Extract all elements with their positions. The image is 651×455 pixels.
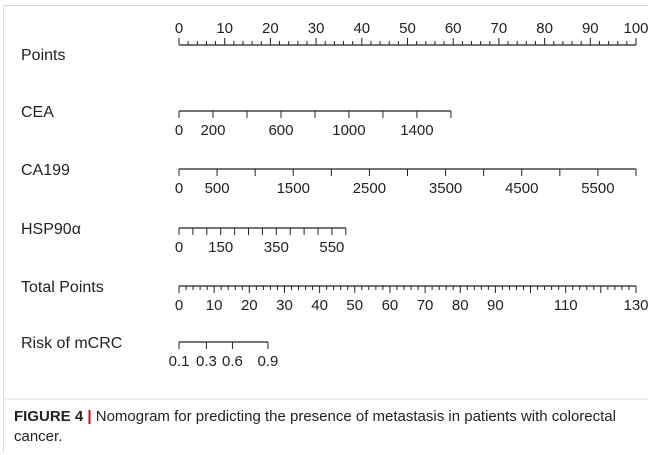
axis-name-hsp90: HSP90α	[21, 221, 81, 238]
tick-label-points: 20	[262, 20, 279, 37]
tick-label-ca199: 5500	[581, 180, 614, 197]
tick-label-hsp90: 350	[264, 239, 289, 256]
figure-frame	[3, 5, 648, 453]
tick-label-risk-of-mcrc: 0.9	[258, 353, 279, 370]
tick-label-hsp90: 550	[319, 239, 344, 256]
axis-name-ca199: CA199	[21, 162, 70, 179]
tick-label-risk-of-mcrc: 0.1	[169, 353, 190, 370]
tick-label-points: 70	[491, 20, 508, 37]
axis-name-risk-of-mcrc: Risk of mCRC	[21, 335, 122, 352]
tick-label-points: 40	[353, 20, 370, 37]
tick-label-risk-of-mcrc: 0.3	[196, 353, 217, 370]
tick-label-total-points: 90	[487, 297, 504, 314]
figure-caption: FIGURE 4 | Nomogram for predicting the p…	[14, 407, 634, 447]
tick-label-total-points: 50	[346, 297, 363, 314]
tick-label-ca199: 0	[175, 180, 183, 197]
tick-label-ca199: 4500	[505, 180, 538, 197]
tick-label-points: 0	[175, 20, 183, 37]
tick-label-cea: 0	[175, 122, 183, 139]
tick-label-total-points: 80	[452, 297, 469, 314]
axis-name-total-points: Total Points	[21, 279, 104, 296]
tick-label-total-points: 10	[206, 297, 223, 314]
tick-label-total-points: 110	[554, 297, 578, 314]
tick-label-total-points: 30	[276, 297, 293, 314]
tick-label-points: 30	[308, 20, 325, 37]
caption-text: Nomogram for predicting the presence of …	[14, 408, 616, 445]
tick-label-points: 90	[582, 20, 599, 37]
tick-label-ca199: 3500	[429, 180, 462, 197]
tick-label-points: 10	[216, 20, 233, 37]
tick-label-total-points: 20	[241, 297, 258, 314]
tick-label-cea: 200	[200, 122, 225, 139]
tick-label-hsp90: 150	[208, 239, 233, 256]
axis-name-points: Points	[21, 47, 65, 64]
tick-label-points: 60	[445, 20, 462, 37]
tick-label-points: 80	[536, 20, 553, 37]
tick-label-cea: 600	[268, 122, 293, 139]
tick-label-total-points: 70	[417, 297, 434, 314]
axis-name-cea: CEA	[21, 104, 54, 121]
tick-label-ca199: 1500	[277, 180, 310, 197]
tick-label-total-points: 130	[623, 297, 648, 314]
tick-label-cea: 1400	[400, 122, 433, 139]
caption-separator: |	[87, 408, 92, 425]
caption-label: FIGURE 4	[14, 408, 84, 425]
tick-label-total-points: 40	[311, 297, 328, 314]
tick-label-points: 100	[623, 20, 648, 37]
tick-label-points: 50	[399, 20, 416, 37]
tick-label-hsp90: 0	[175, 239, 183, 256]
tick-label-risk-of-mcrc: 0.6	[222, 353, 243, 370]
tick-label-ca199: 500	[205, 180, 230, 197]
caption-divider	[3, 398, 648, 400]
tick-label-total-points: 60	[382, 297, 399, 314]
tick-label-cea: 1000	[332, 122, 365, 139]
tick-label-ca199: 2500	[353, 180, 386, 197]
tick-label-total-points: 0	[175, 297, 183, 314]
